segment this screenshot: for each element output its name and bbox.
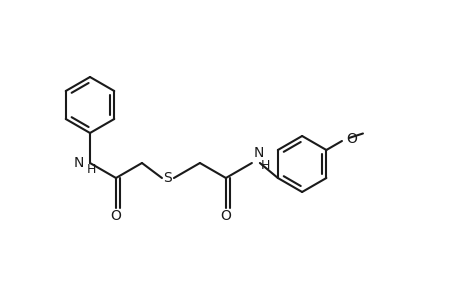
Text: S: S: [163, 171, 172, 185]
Text: H: H: [86, 163, 95, 176]
Text: H: H: [260, 158, 270, 172]
Text: N: N: [253, 146, 263, 160]
Text: N: N: [73, 156, 84, 170]
Text: O: O: [345, 132, 356, 146]
Text: O: O: [220, 209, 231, 223]
Text: O: O: [110, 209, 121, 223]
